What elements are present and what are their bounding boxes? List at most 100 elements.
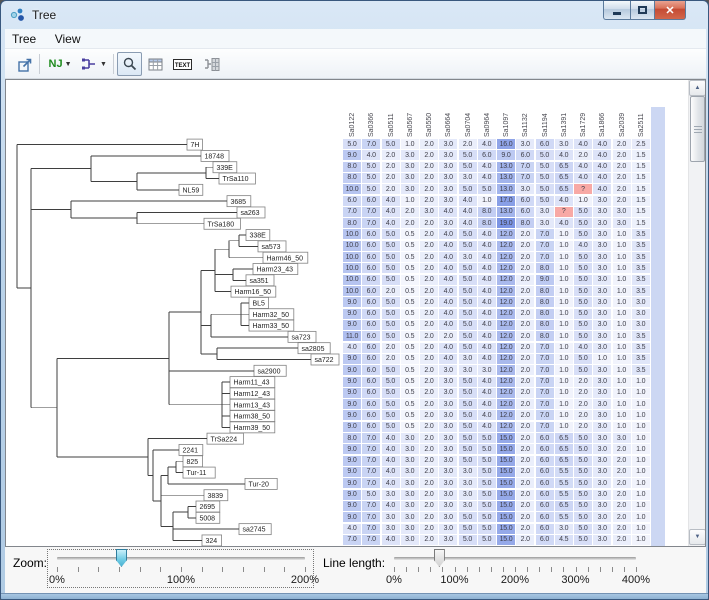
matrix-cell: 3.0 (439, 455, 458, 466)
matrix-cell: 3.0 (593, 523, 612, 534)
menu-tree[interactable]: Tree (12, 32, 37, 46)
matrix-cell: 2.0 (612, 172, 631, 183)
matrix-cell: 3.0 (593, 500, 612, 511)
matrix-cell: 5.0 (574, 319, 592, 330)
export-image-button[interactable] (13, 52, 37, 76)
matrix-cell: 7.0 (362, 534, 381, 545)
matrix-cell: 6.0 (362, 240, 381, 251)
show-text-button[interactable]: TEXT (169, 52, 195, 76)
matrix-cell: 3.0 (439, 399, 458, 410)
matrix-cell: 4.0 (477, 319, 496, 330)
matrix-cell: 2.0 (420, 387, 438, 398)
scroll-up-button[interactable]: ▲ (689, 80, 705, 96)
matrix-cell: 5.0 (381, 308, 400, 319)
show-table-button[interactable] (144, 52, 166, 76)
zoom-slider-track[interactable] (57, 557, 305, 560)
menu-view[interactable]: View (54, 32, 81, 46)
matrix-cell: 3.5 (631, 274, 650, 285)
minimize-button[interactable] (603, 1, 630, 20)
matrix-cell: 7.0 (535, 353, 554, 364)
matrix-cell: 6.0 (535, 500, 554, 511)
tick-mark (305, 567, 306, 572)
scroll-down-button[interactable]: ▼ (689, 529, 705, 545)
matrix-cell: 1.0 (612, 263, 631, 274)
matrix-cell: 2.0 (516, 387, 535, 398)
matrix-cell: 2.0 (612, 184, 631, 195)
chevron-down-icon: ▼ (64, 60, 72, 68)
matrix-cell: 2.0 (574, 410, 592, 421)
matrix-cell: 1.0 (554, 331, 573, 342)
matrix-cell: 12.0 (497, 308, 515, 319)
title-bar[interactable]: Tree ✕ (1, 1, 708, 29)
matrix-cell: 2.0 (612, 500, 631, 511)
nj-method-button[interactable]: NJ ▼ (44, 52, 76, 76)
matrix-cell: 2.0 (420, 218, 438, 229)
close-button[interactable]: ✕ (655, 1, 686, 20)
line-length-slider-track[interactable] (394, 557, 636, 560)
matrix-cell: 6.0 (535, 534, 554, 545)
matrix-cell: 6.0 (516, 150, 535, 161)
tree-viewport[interactable]: 7H 18748 339E TrSa110 NL59 3685 sa263 TrSa180 33… (6, 80, 705, 546)
matrix-cell: 5.0 (458, 455, 477, 466)
tree-and-table-button[interactable] (199, 52, 223, 76)
matrix-cell: 5.0 (535, 150, 554, 161)
zoom-tool-button[interactable] (117, 52, 142, 76)
matrix-cell: 2.0 (574, 150, 592, 161)
toolbar-separator (113, 54, 114, 74)
zoom-slider-thumb[interactable] (115, 549, 127, 567)
matrix-cell: 1.0 (554, 410, 573, 421)
matrix-cell: 1.0 (612, 229, 631, 240)
tick-mark (284, 567, 286, 572)
scrollbar-thumb[interactable] (690, 96, 705, 162)
matrix-cell: 4.0 (381, 195, 400, 206)
tick-mark (77, 567, 79, 572)
maximize-button[interactable] (630, 1, 655, 20)
matrix-cell: 2.0 (516, 319, 535, 330)
tree-leaf-name: Harm23_43 (257, 267, 294, 274)
matrix-cell: 1.0 (612, 297, 631, 308)
matrix-cell: 5.0 (574, 478, 592, 489)
matrix-cell: 5.0 (477, 512, 496, 523)
table-icon (148, 58, 162, 70)
tree-layout-button[interactable]: ▼ (77, 52, 111, 76)
matrix-cell: 6.0 (535, 455, 554, 466)
matrix-cell: 3.0 (400, 523, 419, 534)
matrix-cell: 7.0 (535, 240, 554, 251)
matrix-cell: 2.0 (516, 229, 535, 240)
matrix-cell: 2.0 (420, 421, 438, 432)
matrix-cell: 1.0 (554, 319, 573, 330)
matrix-cell: 4.0 (381, 500, 400, 511)
matrix-cell: 6.0 (535, 489, 554, 500)
tree-leaf-name: TrSa224 (211, 436, 238, 443)
matrix-cell: 1.0 (631, 455, 650, 466)
matrix-cell: 5.0 (381, 365, 400, 376)
matrix-cell: 4.0 (381, 466, 400, 477)
matrix-cell: 4.0 (477, 263, 496, 274)
matrix-cell: 4.0 (477, 172, 496, 183)
matrix-cell: 5.0 (381, 410, 400, 421)
matrix-cell: 5.0 (381, 240, 400, 251)
matrix-cell: 6.0 (362, 376, 381, 387)
matrix-cell: 3.0 (612, 206, 631, 217)
matrix-cell: 3.0 (439, 444, 458, 455)
tree-leaf-name: Harm11_43 (234, 380, 270, 387)
matrix-cell: 12.0 (497, 240, 515, 251)
matrix-cell: 4.0 (439, 286, 458, 297)
matrix-cell: 4.0 (477, 410, 496, 421)
matrix-cell: 2.0 (381, 161, 400, 172)
matrix-cell: 3.0 (593, 433, 612, 444)
matrix-cell: 5.0 (574, 252, 592, 263)
matrix-cell: 4.0 (439, 252, 458, 263)
matrix-cell: 3.0 (400, 489, 419, 500)
vertical-scrollbar[interactable]: ▲ ▼ (688, 80, 705, 546)
line-length-slider-thumb[interactable] (433, 549, 445, 567)
matrix-cell: 3.5 (631, 240, 650, 251)
matrix-cell: 3.0 (439, 184, 458, 195)
matrix-cell: 12.0 (497, 229, 515, 240)
matrix-cell: 7.0 (516, 161, 535, 172)
matrix-cell: 1.0 (554, 229, 573, 240)
matrix-cell: 7.0 (362, 139, 381, 149)
matrix-cell: 5.0 (477, 478, 496, 489)
matrix-cell: 1.0 (631, 421, 650, 432)
tick-label: 0% (49, 574, 65, 586)
